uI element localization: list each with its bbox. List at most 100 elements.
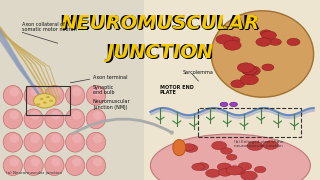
Ellipse shape bbox=[10, 134, 19, 143]
Ellipse shape bbox=[3, 109, 22, 129]
Circle shape bbox=[227, 154, 237, 160]
Ellipse shape bbox=[3, 156, 22, 176]
Ellipse shape bbox=[45, 109, 64, 129]
Ellipse shape bbox=[173, 140, 186, 156]
Ellipse shape bbox=[3, 132, 22, 152]
Circle shape bbox=[46, 96, 50, 98]
Ellipse shape bbox=[66, 86, 85, 105]
Text: NEUROMUSCULAR: NEUROMUSCULAR bbox=[61, 14, 259, 33]
Ellipse shape bbox=[30, 134, 40, 143]
Text: Neuromuscular
junction (NMJ): Neuromuscular junction (NMJ) bbox=[93, 99, 131, 110]
Ellipse shape bbox=[51, 111, 61, 120]
Text: Synaptic
end bulb: Synaptic end bulb bbox=[93, 85, 114, 95]
Circle shape bbox=[36, 103, 40, 105]
Circle shape bbox=[217, 163, 231, 171]
Ellipse shape bbox=[30, 87, 40, 96]
Text: NEUROMUSCULAR: NEUROMUSCULAR bbox=[62, 14, 260, 33]
Ellipse shape bbox=[3, 86, 22, 105]
Ellipse shape bbox=[24, 156, 43, 176]
Text: NEUROMUSCULAR: NEUROMUSCULAR bbox=[61, 15, 259, 34]
Circle shape bbox=[216, 35, 233, 44]
Circle shape bbox=[260, 30, 272, 37]
Ellipse shape bbox=[211, 11, 314, 97]
Ellipse shape bbox=[51, 158, 61, 166]
Ellipse shape bbox=[86, 156, 106, 176]
Ellipse shape bbox=[30, 111, 40, 120]
Ellipse shape bbox=[93, 87, 102, 96]
Ellipse shape bbox=[86, 86, 106, 105]
Ellipse shape bbox=[72, 158, 82, 166]
Circle shape bbox=[262, 64, 274, 71]
Circle shape bbox=[184, 144, 198, 152]
Bar bbox=[198, 108, 301, 137]
Circle shape bbox=[183, 144, 195, 150]
Text: Sarcolemma: Sarcolemma bbox=[182, 69, 213, 75]
Ellipse shape bbox=[72, 111, 82, 120]
Ellipse shape bbox=[10, 111, 19, 120]
Circle shape bbox=[49, 100, 53, 102]
FancyBboxPatch shape bbox=[0, 0, 144, 180]
Circle shape bbox=[205, 169, 220, 177]
Circle shape bbox=[226, 166, 243, 175]
Circle shape bbox=[230, 102, 237, 107]
Text: Ca²⁺: Ca²⁺ bbox=[222, 24, 233, 30]
Text: JUNCTION: JUNCTION bbox=[108, 43, 214, 62]
Text: (b) Enlarged view of the
neuromuscular junction: (b) Enlarged view of the neuromuscular j… bbox=[234, 140, 283, 148]
Ellipse shape bbox=[93, 134, 102, 143]
Circle shape bbox=[231, 80, 245, 88]
Circle shape bbox=[221, 148, 232, 154]
Text: NEUROMUSCULAR: NEUROMUSCULAR bbox=[60, 14, 258, 33]
Ellipse shape bbox=[24, 132, 43, 152]
Ellipse shape bbox=[66, 132, 85, 152]
Circle shape bbox=[261, 31, 276, 40]
Ellipse shape bbox=[66, 109, 85, 129]
Circle shape bbox=[212, 141, 227, 150]
Ellipse shape bbox=[45, 156, 64, 176]
Ellipse shape bbox=[72, 87, 82, 96]
Ellipse shape bbox=[150, 134, 310, 180]
Circle shape bbox=[218, 169, 232, 176]
Circle shape bbox=[43, 102, 47, 104]
Ellipse shape bbox=[24, 86, 43, 105]
Circle shape bbox=[240, 75, 258, 85]
Text: (a) Neuromuscular junction: (a) Neuromuscular junction bbox=[6, 171, 62, 175]
Ellipse shape bbox=[93, 158, 102, 166]
Circle shape bbox=[234, 168, 245, 174]
Ellipse shape bbox=[86, 109, 106, 129]
Circle shape bbox=[256, 38, 271, 46]
Text: NEUROMUSCULAR: NEUROMUSCULAR bbox=[60, 14, 260, 33]
Ellipse shape bbox=[34, 94, 56, 108]
Ellipse shape bbox=[86, 132, 106, 152]
Circle shape bbox=[40, 98, 44, 100]
Circle shape bbox=[220, 102, 228, 107]
Circle shape bbox=[238, 163, 252, 170]
Circle shape bbox=[243, 66, 260, 76]
Text: JUNCTION: JUNCTION bbox=[106, 43, 212, 62]
Circle shape bbox=[224, 40, 241, 50]
Ellipse shape bbox=[45, 132, 64, 152]
Text: Axon terminal: Axon terminal bbox=[93, 75, 127, 80]
Circle shape bbox=[228, 37, 240, 44]
Ellipse shape bbox=[93, 111, 102, 120]
Circle shape bbox=[241, 66, 257, 75]
Circle shape bbox=[235, 168, 245, 174]
Ellipse shape bbox=[51, 87, 61, 96]
Bar bbox=[26, 86, 70, 115]
Text: JUNCTION: JUNCTION bbox=[106, 43, 214, 62]
Circle shape bbox=[237, 63, 254, 73]
Ellipse shape bbox=[51, 134, 61, 143]
Ellipse shape bbox=[10, 87, 19, 96]
Circle shape bbox=[247, 141, 263, 150]
Circle shape bbox=[263, 141, 278, 149]
Text: JUNCTION: JUNCTION bbox=[107, 43, 213, 62]
Circle shape bbox=[195, 163, 209, 170]
Circle shape bbox=[241, 171, 257, 180]
Circle shape bbox=[192, 163, 204, 170]
Ellipse shape bbox=[24, 109, 43, 129]
Ellipse shape bbox=[72, 134, 82, 143]
Circle shape bbox=[287, 38, 300, 46]
Text: Axon collateral of
somatic motor neuron: Axon collateral of somatic motor neuron bbox=[22, 22, 77, 32]
Ellipse shape bbox=[66, 156, 85, 176]
Circle shape bbox=[254, 166, 266, 173]
Text: JUNCTION: JUNCTION bbox=[107, 44, 213, 63]
